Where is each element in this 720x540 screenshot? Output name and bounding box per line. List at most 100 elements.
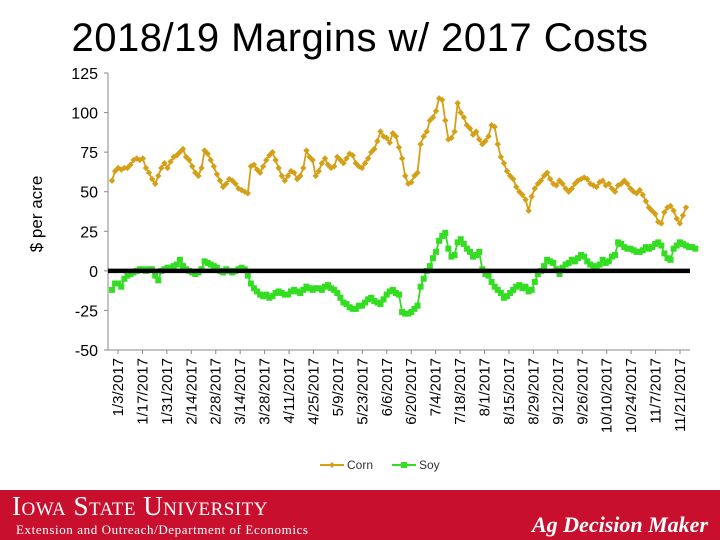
corn-point — [593, 183, 600, 191]
corn-point — [358, 164, 366, 172]
x-tick-label: 11/7/2017 — [648, 358, 665, 424]
corn-point — [303, 147, 310, 154]
corn-point — [284, 172, 292, 180]
soy-point — [504, 293, 511, 300]
soy-point — [513, 283, 520, 290]
soy-point — [312, 285, 319, 292]
corn-point — [216, 177, 224, 184]
corn-point — [611, 188, 619, 195]
corn-point — [655, 218, 662, 225]
soy-point — [294, 288, 301, 295]
corn-point — [349, 152, 356, 159]
corn-point — [127, 161, 134, 169]
soy-point — [664, 255, 671, 262]
soy-point — [346, 304, 353, 311]
corn-point — [642, 198, 650, 205]
series-soy — [109, 229, 699, 317]
soy-point — [550, 259, 557, 266]
soy-point — [473, 252, 480, 259]
soy-point — [534, 271, 541, 278]
soy-point — [639, 247, 646, 254]
corn-point — [377, 128, 384, 135]
soy-point — [581, 253, 588, 260]
soy-point — [315, 285, 322, 292]
corn-point — [368, 148, 375, 156]
soy-point — [488, 278, 495, 285]
corn-point — [513, 183, 520, 191]
soy-point — [109, 286, 115, 293]
brand-logo: Ag Decision Maker — [532, 512, 708, 537]
soy-point — [355, 302, 362, 309]
corn-point — [491, 123, 498, 131]
soy-point — [587, 261, 594, 268]
soy-point — [596, 261, 603, 268]
x-tick-label: 4/25/2017 — [305, 358, 322, 425]
soy-point — [602, 259, 609, 266]
x-tick-label: 3/28/2017 — [257, 358, 274, 425]
corn-point — [343, 155, 350, 162]
corn-point — [494, 141, 501, 148]
corn-point — [423, 128, 430, 135]
soy-point — [112, 280, 119, 287]
corn-point — [497, 153, 505, 161]
x-tick-label: 2/14/2017 — [183, 358, 200, 425]
corn-point — [321, 155, 329, 162]
corn-point — [152, 180, 159, 187]
soy-point — [164, 264, 171, 271]
soy-point — [466, 248, 473, 255]
soy-point — [445, 245, 452, 252]
soy-point — [541, 263, 548, 270]
soy-point — [562, 261, 569, 268]
corn-point — [148, 175, 156, 183]
x-axis: 1/3/2017 1/17/2017 1/31/2017 2/14/2017 2/28/… — [108, 349, 690, 433]
soy-point — [485, 272, 492, 279]
slide-title: 2018/19 Margins w/ 2017 Costs — [71, 16, 649, 60]
soy-point — [652, 240, 659, 247]
corn-point — [210, 163, 218, 170]
corn-point — [667, 202, 674, 210]
corn-point — [679, 212, 687, 219]
soy-point — [442, 229, 449, 236]
soy-point — [365, 296, 372, 303]
corn-point — [164, 164, 171, 172]
soy-point — [124, 272, 131, 279]
soy-point — [266, 294, 273, 301]
corn-point — [645, 204, 653, 211]
soy-point — [476, 248, 483, 255]
university-wordmark: Iowa State University — [12, 491, 268, 521]
corn-point — [297, 172, 304, 180]
soy-point — [340, 299, 347, 306]
soy-point — [624, 245, 631, 252]
x-tick-label: 7/4/2017 — [428, 358, 445, 416]
soy-point — [633, 248, 640, 255]
corn-point — [509, 175, 517, 183]
y-axis-label: $ per acre — [27, 176, 46, 253]
soy-point — [118, 283, 125, 290]
x-tick-label: 9/26/2017 — [574, 358, 591, 425]
x-tick-label: 6/6/2017 — [379, 358, 396, 416]
soy-point — [491, 283, 498, 290]
soy-point — [337, 294, 344, 301]
soy-point — [500, 294, 507, 301]
soy-point — [507, 290, 514, 297]
corn-point — [537, 177, 545, 184]
soy-point — [627, 245, 634, 252]
x-tick-label: 2/28/2017 — [208, 358, 225, 425]
department-label: Extension and Outreach/Department of Eco… — [16, 522, 309, 537]
corn-point — [528, 193, 535, 200]
soy-point — [568, 256, 575, 263]
corn-point — [577, 175, 585, 183]
corn-point — [272, 156, 279, 164]
corn-point — [661, 209, 668, 216]
soy-point — [683, 242, 689, 249]
soy-point — [655, 239, 662, 246]
soy-point — [439, 233, 446, 240]
soy-point — [309, 286, 316, 293]
soy-point — [408, 309, 415, 316]
soy-point — [429, 255, 436, 262]
soy-point — [547, 258, 554, 265]
x-tick-label: 4/11/2017 — [281, 358, 298, 424]
corn-point — [142, 164, 150, 172]
corn-line — [111, 96, 687, 226]
corn-point — [290, 169, 298, 176]
